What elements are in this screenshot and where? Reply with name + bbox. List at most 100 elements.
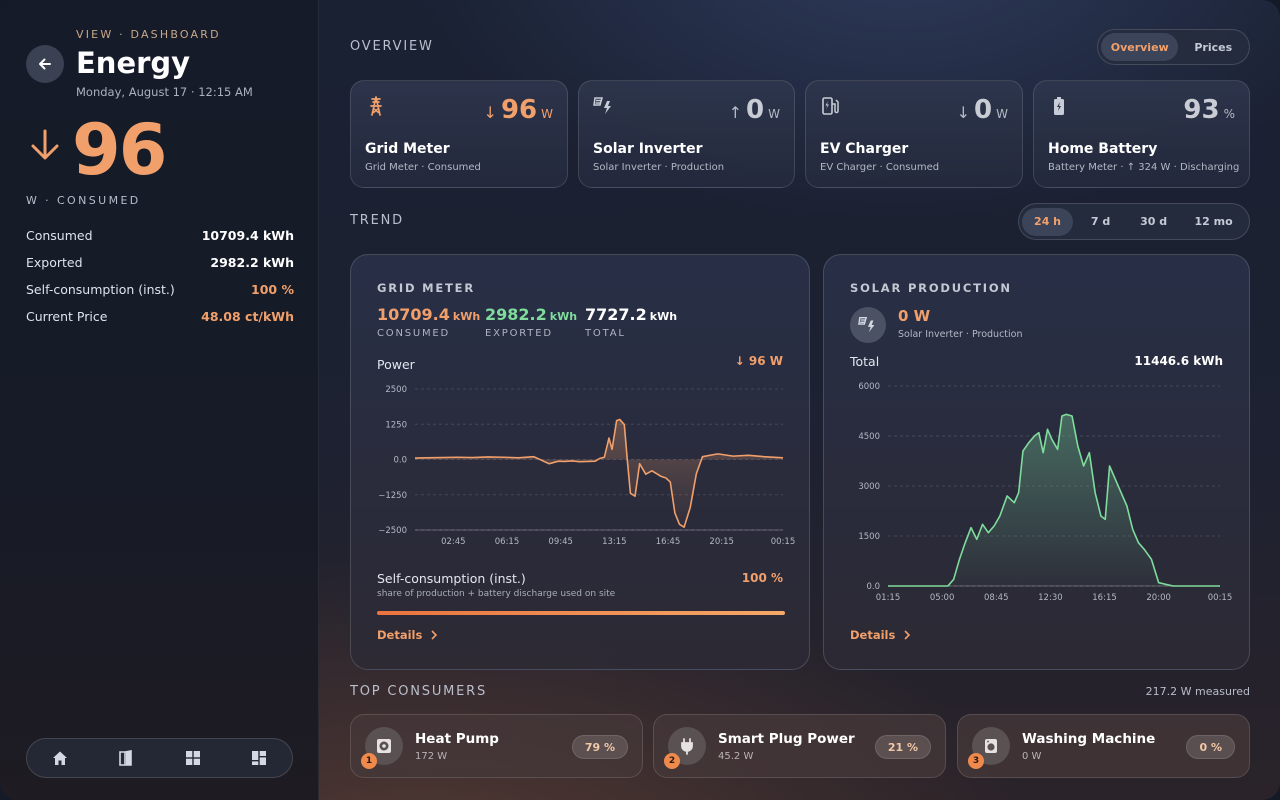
consumer-washing-machine[interactable]: 3 Washing Machine 0 W 0 %: [957, 714, 1250, 778]
panel-title: SOLAR PRODUCTION: [850, 281, 1012, 295]
kpi-label: EXPORTED: [485, 328, 553, 339]
y-tick-label: 4500: [858, 432, 880, 442]
y-tick-label: 6000: [858, 382, 880, 392]
consumer-smart-plug[interactable]: 2 Smart Plug Power 45.2 W 21 %: [653, 714, 946, 778]
device-value-number: 96: [500, 95, 538, 125]
battery-charging-icon: [1054, 97, 1064, 115]
x-tick-label: 08:45: [984, 593, 1009, 603]
x-tick-label: 16:45: [656, 537, 681, 547]
consumer-rank: 3: [968, 753, 984, 769]
device-value-unit: %: [1223, 107, 1235, 121]
x-tick-label: 16:15: [1092, 593, 1117, 603]
consumer-rank: 2: [664, 753, 680, 769]
solar-total-label: Total: [850, 354, 880, 369]
consumer-heat-pump[interactable]: 1 Heat Pump 172 W 79 %: [350, 714, 643, 778]
x-tick-label: 05:00: [930, 593, 955, 603]
stat-label: Current Price: [26, 309, 108, 324]
device-card-solar-inverter[interactable]: ↑ 0 W Solar Inverter Solar Inverter · Pr…: [578, 80, 795, 188]
x-tick-label: 09:45: [548, 537, 573, 547]
power-value: ↓ 96 W: [734, 354, 783, 368]
tab-overview[interactable]: Overview: [1101, 33, 1179, 61]
page-title: Energy: [76, 46, 191, 80]
door-icon: [119, 750, 133, 766]
solar-production-panel: SOLAR PRODUCTION 0 W Solar Inverter · Pr…: [823, 254, 1250, 670]
kpi-unit: kWh: [549, 310, 578, 323]
stat-self-consumption: Self-consumption (inst.) 100 %: [26, 282, 294, 297]
x-tick-label: 20:15: [709, 537, 734, 547]
y-tick-label: −1250: [378, 491, 407, 501]
x-tick-label: 02:45: [441, 537, 466, 547]
x-tick-label: 00:15: [771, 537, 796, 547]
device-name: EV Charger: [820, 141, 909, 157]
device-card-grid-meter[interactable]: ↓ 96 W Grid Meter Grid Meter · Consumed: [350, 80, 568, 188]
device-subtitle: Grid Meter · Consumed: [365, 162, 481, 173]
range-24h[interactable]: 24 h: [1022, 207, 1074, 236]
range-7d[interactable]: 7 d: [1090, 215, 1111, 228]
stat-label: Self-consumption (inst.): [26, 282, 175, 297]
consumer-share: 79 %: [571, 735, 628, 759]
consumer-name: Smart Plug Power: [718, 731, 855, 747]
stat-current-price: Current Price 48.08 ct/kWh: [26, 309, 294, 324]
device-card-home-battery[interactable]: 93 % Home Battery Battery Meter · ↑ 324 …: [1033, 80, 1250, 188]
kpi-exported: 2982.2 kWh EXPORTED: [485, 305, 577, 339]
range-12mo[interactable]: 12 mo: [1194, 215, 1233, 228]
bottom-nav: [26, 738, 293, 778]
stat-value: 10709.4 kWh: [201, 228, 294, 243]
solar-total-value: 11446.6 kWh: [1134, 354, 1223, 368]
device-value-unit: W: [541, 107, 553, 121]
x-tick-label: 00:15: [1208, 593, 1233, 603]
stat-value: 100 %: [251, 282, 294, 297]
home-icon: [53, 751, 68, 765]
chevron-right-icon: [431, 630, 438, 640]
arrow-down-icon: [31, 129, 59, 160]
consumer-name: Washing Machine: [1022, 731, 1156, 747]
device-subtitle: EV Charger · Consumed: [820, 162, 940, 173]
washing-machine-icon: [985, 739, 997, 753]
device-value-unit: W: [996, 107, 1008, 121]
stat-label: Exported: [26, 255, 83, 270]
range-switch: 24 h 7 d 30 d 12 mo: [1018, 203, 1250, 240]
x-tick-label: 20:00: [1146, 593, 1171, 603]
device-value-number: 0: [974, 95, 993, 125]
grid-meter-panel: GRID METER 10709.4 kWh CONSUMED 2982.2 kWh…: [350, 254, 810, 670]
self-consumption-label: Self-consumption (inst.): [377, 571, 526, 586]
device-value: 93 %: [1183, 95, 1235, 125]
page-date: Monday, August 17 · 12:15 AM: [76, 85, 253, 99]
device-name: Home Battery: [1048, 141, 1158, 157]
kpi-label: CONSUMED: [377, 328, 451, 339]
series-area: [888, 414, 1220, 586]
tab-prices[interactable]: Prices: [1194, 40, 1233, 54]
sidebar: VIEW · DASHBOARD Energy Monday, August 1…: [0, 0, 319, 800]
kpi-value: 10709.4: [377, 305, 450, 324]
details-label: Details: [377, 628, 423, 642]
nav-home-button[interactable]: [40, 743, 80, 773]
solar-icon-badge: [850, 307, 886, 343]
stat-consumed: Consumed 10709.4 kWh: [26, 228, 294, 243]
stat-label: Consumed: [26, 228, 93, 243]
self-consumption-value: 100 %: [741, 571, 783, 585]
kpi-value: 2982.2: [485, 305, 547, 324]
grid-details-link[interactable]: Details: [377, 628, 438, 642]
solar-current-subtitle: Solar Inverter · Production: [898, 329, 1023, 340]
back-button[interactable]: [26, 45, 64, 83]
stat-exported: Exported 2982.2 kWh: [26, 255, 294, 270]
self-consumption-note: share of production + battery discharge …: [377, 589, 616, 599]
device-value-unit: W: [768, 107, 780, 121]
device-subtitle: Solar Inverter · Production: [593, 162, 725, 173]
top-consumers-label: TOP CONSUMERS: [350, 684, 488, 699]
y-tick-label: −2500: [378, 526, 407, 536]
nav-rooms-button[interactable]: [106, 743, 146, 773]
stat-value: 48.08 ct/kWh: [201, 309, 294, 324]
device-card-ev-charger[interactable]: ↓ 0 W EV Charger EV Charger · Consumed: [805, 80, 1023, 188]
range-30d[interactable]: 30 d: [1140, 215, 1168, 228]
measured-total: 217.2 W measured: [1145, 685, 1250, 698]
nav-grid-button[interactable]: [173, 743, 213, 773]
solar-details-link[interactable]: Details: [850, 628, 911, 642]
y-tick-label: 0.0: [393, 456, 407, 466]
solar-power-icon: [858, 317, 875, 333]
current-power-unit: W · CONSUMED: [26, 194, 141, 207]
x-tick-label: 13:15: [602, 537, 627, 547]
device-value-number: 93: [1183, 95, 1220, 125]
nav-dashboard-button[interactable]: [239, 743, 279, 773]
trend-arrow: ↑: [728, 103, 743, 122]
